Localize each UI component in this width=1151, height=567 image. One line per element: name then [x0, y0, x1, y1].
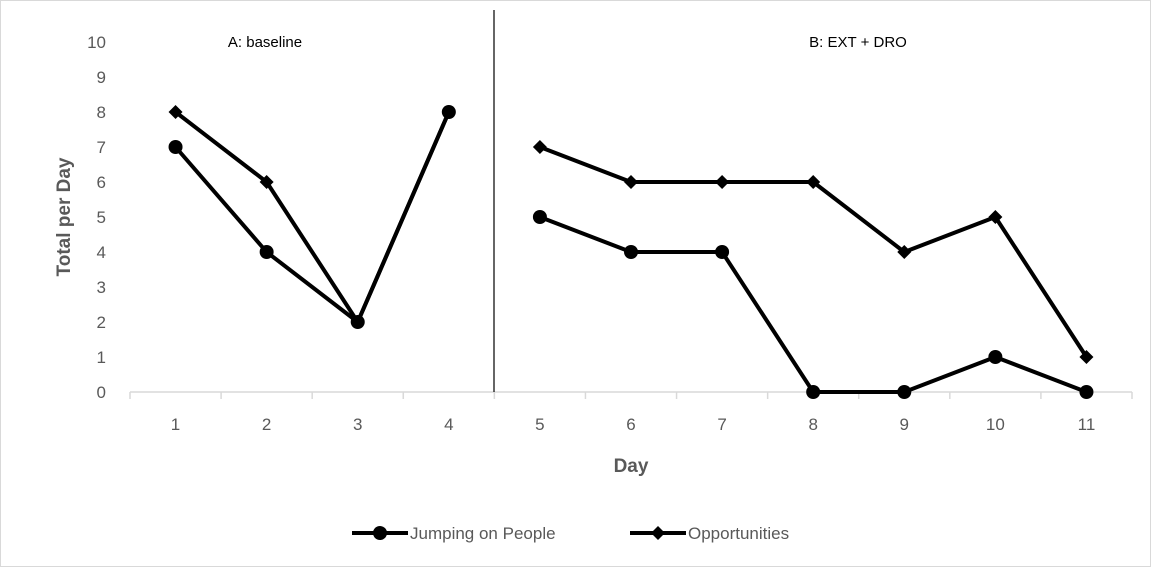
x-tick-label: 4 — [444, 415, 453, 434]
x-tick-label: 6 — [626, 415, 635, 434]
x-tick-label: 5 — [535, 415, 544, 434]
data-point-jumping-on-people — [715, 245, 730, 259]
data-point-opportunities — [806, 175, 821, 189]
y-tick-label: 9 — [97, 68, 106, 87]
legend-item-jumping-on-people: Jumping on People — [352, 524, 556, 543]
x-tick-label: 8 — [808, 415, 817, 434]
phase-label-b: B: EXT + DRO — [809, 34, 907, 51]
y-tick-label: 1 — [97, 348, 106, 367]
series-opportunities — [168, 105, 1094, 364]
legend-label-opportunities: Opportunities — [688, 524, 789, 543]
y-tick-label: 3 — [97, 278, 106, 297]
y-tick-label: 2 — [97, 313, 106, 332]
data-point-opportunities — [1079, 350, 1094, 364]
series — [168, 105, 1094, 399]
x-tick-label: 7 — [717, 415, 726, 434]
y-tick-label: 6 — [97, 173, 106, 192]
x-tick-label: 11 — [1078, 415, 1096, 434]
data-point-jumping-on-people — [988, 350, 1003, 364]
phases: A: baseline B: EXT + DRO — [228, 10, 907, 392]
x-tick-label: 9 — [900, 415, 909, 434]
data-point-jumping-on-people — [624, 245, 638, 259]
x-tick-labels: 1 2 3 4 5 6 7 8 9 10 11 — [171, 415, 1095, 434]
legend: Jumping on People Opportunities — [352, 524, 789, 543]
data-point-opportunities — [988, 210, 1003, 224]
data-point-opportunities — [259, 175, 274, 189]
phase-label-a: A: baseline — [228, 34, 302, 51]
data-point-opportunities — [624, 175, 638, 189]
data-point-jumping-on-people — [168, 140, 183, 154]
legend-marker-diamond — [651, 526, 665, 540]
y-tick-label: 8 — [97, 103, 106, 122]
legend-marker-circle — [373, 526, 387, 540]
axes: Day Total per Day — [54, 157, 1132, 477]
x-tick-label: 2 — [262, 415, 271, 434]
y-tick-label: 0 — [97, 383, 106, 402]
y-tick-label: 5 — [97, 208, 106, 227]
x-tick-label: 10 — [986, 415, 1005, 434]
x-axis-title: Day — [614, 456, 649, 477]
y-tick-label: 10 — [87, 33, 106, 52]
legend-label-jumping-on-people: Jumping on People — [410, 524, 556, 543]
data-point-opportunities — [168, 105, 183, 119]
y-tick-label: 4 — [97, 243, 106, 262]
y-tick-labels: 0 1 2 3 4 5 6 7 8 9 10 — [87, 33, 106, 402]
data-point-opportunities — [350, 315, 365, 329]
series-line-opportunities — [174, 110, 451, 324]
data-point-jumping-on-people — [532, 210, 547, 224]
x-tick-label: 3 — [353, 415, 362, 434]
data-point-jumping-on-people — [1079, 385, 1094, 399]
legend-item-opportunities: Opportunities — [630, 524, 789, 543]
data-point-opportunities — [441, 105, 456, 119]
data-point-opportunities — [897, 245, 912, 259]
data-point-jumping-on-people — [806, 385, 821, 399]
data-point-jumping-on-people — [897, 385, 912, 399]
data-point-opportunities — [532, 140, 547, 154]
data-point-opportunities — [715, 175, 730, 189]
data-point-jumping-on-people — [259, 245, 274, 259]
x-tick-label: 1 — [171, 415, 180, 434]
y-tick-label: 7 — [97, 138, 106, 157]
y-axis-title: Total per Day — [54, 157, 75, 276]
